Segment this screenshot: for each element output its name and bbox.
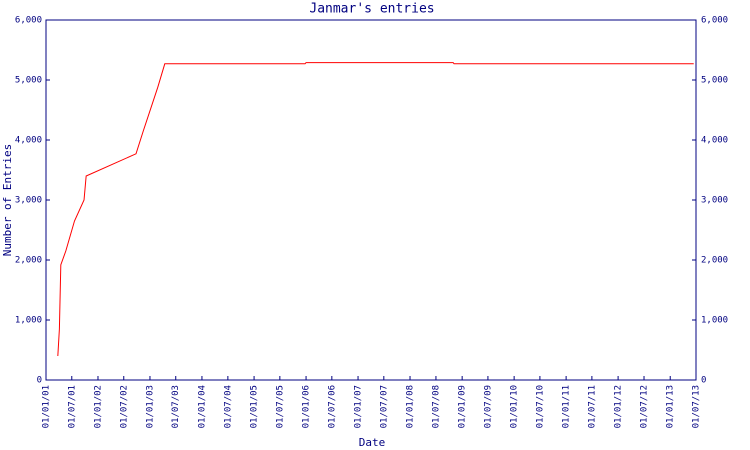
x-tick-label: 01/07/01 xyxy=(67,385,77,428)
y2-tick-label: 2,000 xyxy=(701,256,728,266)
x-tick-label: 01/01/09 xyxy=(458,385,468,428)
data-line xyxy=(57,62,694,357)
x-tick-label: 01/07/13 xyxy=(692,385,702,428)
x-tick-label: 01/01/13 xyxy=(666,385,676,428)
x-tick-label: 01/07/12 xyxy=(640,385,650,428)
x-tick-label: 01/07/09 xyxy=(483,385,493,428)
y2-tick-label: 6,000 xyxy=(701,16,728,26)
x-tick-label: 01/07/10 xyxy=(535,385,545,428)
x-tick-label: 01/07/04 xyxy=(223,385,233,428)
x-tick-label: 01/07/02 xyxy=(119,385,129,428)
x-tick-label: 01/01/04 xyxy=(197,385,207,428)
x-axis-label: Date xyxy=(359,436,386,449)
x-tick-label: 01/01/07 xyxy=(354,385,364,428)
y2-tick-label: 4,000 xyxy=(701,136,728,146)
y-tick-label: 6,000 xyxy=(15,16,42,26)
y-tick-label: 2,000 xyxy=(15,256,42,266)
y-tick-label: 0 xyxy=(37,376,42,386)
y-axis-label: Number of Entries xyxy=(1,144,14,257)
x-tick-label: 01/01/03 xyxy=(145,385,155,428)
y2-tick-label: 1,000 xyxy=(701,316,728,326)
x-tick-label: 01/01/12 xyxy=(614,385,624,428)
y2-tick-label: 3,000 xyxy=(701,196,728,206)
x-tick-label: 01/07/05 xyxy=(275,385,285,428)
x-tick-label: 01/07/07 xyxy=(379,385,389,428)
x-tick-label: 01/07/06 xyxy=(327,385,337,428)
x-tick-label: 01/07/11 xyxy=(587,385,597,428)
x-tick-label: 01/01/10 xyxy=(510,385,520,428)
x-tick-label: 01/01/01 xyxy=(42,385,52,428)
x-tick-label: 01/01/05 xyxy=(250,385,260,428)
x-tick-label: 01/01/11 xyxy=(562,385,572,428)
y-tick-label: 1,000 xyxy=(15,316,42,326)
x-tick-label: 01/07/08 xyxy=(431,385,441,428)
y-tick-label: 4,000 xyxy=(15,136,42,146)
x-tick-label: 01/01/02 xyxy=(93,385,103,428)
x-tick-label: 01/07/03 xyxy=(171,385,181,428)
y-tick-label: 5,000 xyxy=(15,76,42,86)
y2-tick-label: 0 xyxy=(701,376,706,386)
x-tick-label: 01/01/06 xyxy=(302,385,312,428)
y2-tick-label: 5,000 xyxy=(701,76,728,86)
x-tick-label: 01/01/08 xyxy=(406,385,416,428)
y-tick-label: 3,000 xyxy=(15,196,42,206)
chart-title: Janmar's entries xyxy=(309,2,434,17)
